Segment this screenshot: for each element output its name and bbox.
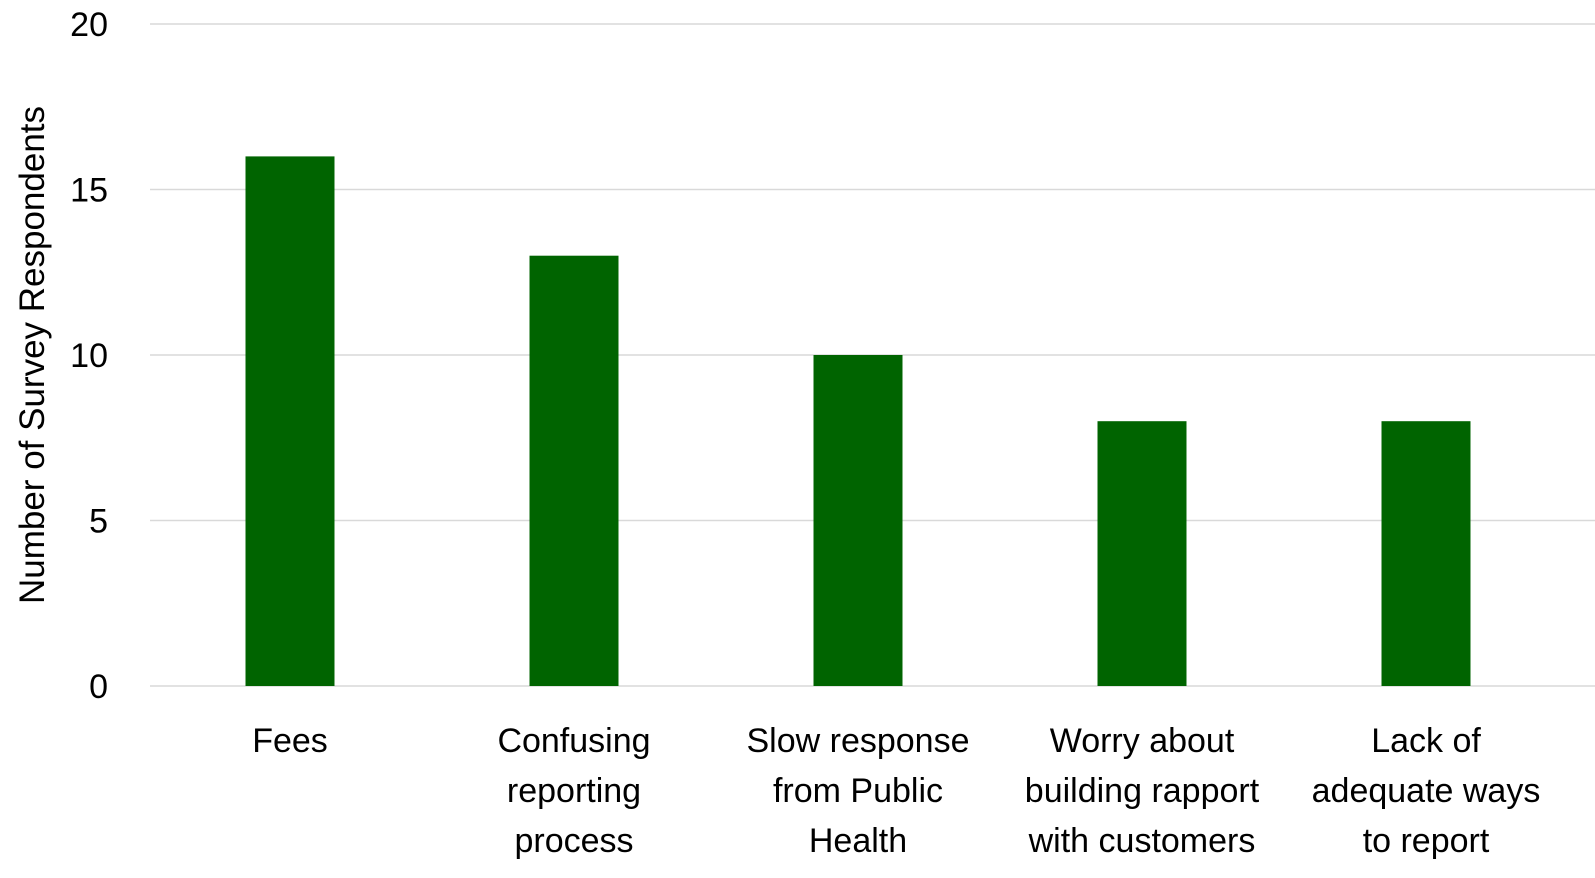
y-axis-title: Number of Survey Respondents [13,106,52,604]
x-category-label: with customers [1028,822,1256,860]
y-tick-label: 20 [70,6,108,44]
x-category-label: Health [809,822,907,860]
x-axis-categories: Fees Confusing reporting process Slow respon… [252,722,1540,860]
x-category-label: Confusing [497,722,650,760]
x-category-label: Lack of [1371,722,1481,760]
x-category-label: building rapport [1025,772,1260,810]
y-tick-label: 5 [89,503,108,541]
x-category-label: Slow response [746,722,969,760]
bar [1097,421,1187,686]
y-tick-label: 10 [70,337,108,375]
y-axis-ticks: 0 5 10 15 20 [70,6,108,706]
x-category-label: Worry about [1050,722,1235,760]
bars [245,156,1471,686]
x-category-label: process [514,822,633,860]
y-tick-label: 15 [70,172,108,210]
x-category-label: from Public [773,772,943,810]
bar [1381,421,1471,686]
bar [245,156,335,686]
x-category-label: adequate ways [1312,772,1541,810]
y-tick-label: 0 [89,668,108,706]
x-category-label: reporting [507,772,641,810]
bar [529,255,619,686]
bar [813,355,903,686]
x-category-label: Fees [252,722,328,760]
x-category-label: to report [1363,822,1490,860]
